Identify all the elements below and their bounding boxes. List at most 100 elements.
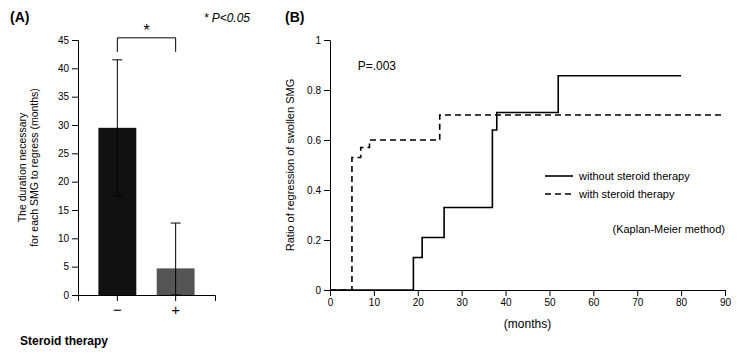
y-label-group: Ratio of regression of swollen SMG [284,79,296,251]
y-label: Ratio of regression of swollen SMG [284,79,296,251]
tick-mark [593,290,594,296]
lines [330,76,725,290]
tick: 15 [58,205,78,216]
error-bar [112,60,122,196]
x-label: (months) [504,317,551,331]
tick: 30 [58,120,78,131]
tick-label: 0.4 [307,185,321,196]
tick-mark [681,290,682,296]
tick-label: + [171,301,180,318]
legend-label: with steroid therapy [578,188,675,200]
tick-mark [725,290,726,296]
tick-mark [324,90,330,91]
tick-label: 40 [500,297,512,308]
tick: 0.6 [307,135,330,146]
tick-mark [637,290,638,296]
tick-mark [549,290,550,296]
tick-mark [506,290,507,296]
y-label-line: Ratio of regression of swollen SMG [284,79,296,251]
bars [98,60,194,295]
title: (A) [10,9,29,25]
legend-note: (Kaplan-Meier method) [613,223,726,235]
tick-mark [72,153,78,154]
axis-line [79,296,216,302]
tick-label: 10 [369,297,381,308]
y-axis: 0 5 10 15 20 25 30 35 40 45 [58,35,79,301]
legend: without steroid therapy with steroid ther… [545,170,725,235]
tick-mark [374,290,375,296]
tick: 0.2 [307,235,330,246]
tick-mark [72,40,78,41]
tick-mark [324,190,330,191]
y-label-group: The duration necessaryfor each SMG to re… [16,88,40,247]
tick: 10 [58,233,78,244]
tick-label: 25 [58,148,70,159]
x-axis: 0 10 20 30 40 50 60 70 80 90 [328,290,732,308]
axis-line [72,41,79,296]
tick-label: 20 [58,176,70,187]
tick-label: 30 [58,120,70,131]
significance-note: * P<0.05 [204,11,251,25]
tick: 30 [457,290,469,308]
tick-mark [462,290,463,296]
tick-mark [72,210,78,211]
y-label-line: for each SMG to regress (months) [28,88,40,247]
tick: 40 [500,290,512,308]
tick-mark [324,290,330,291]
tick-label: 0.8 [307,85,321,96]
tick: 0 [328,290,334,308]
tick-mark [72,125,78,126]
tick: 0.8 [307,85,330,96]
tick: + [171,295,180,318]
tick-label: 20 [413,297,425,308]
tick: 80 [676,290,688,308]
tick-mark [324,240,330,241]
tick: 50 [544,290,556,308]
tick: 25 [58,148,78,159]
tick-label: 15 [58,205,70,216]
tick-label: 50 [544,297,556,308]
tick: 10 [369,290,381,308]
p-value: P=.003 [358,59,397,73]
legend-swatch [545,175,573,177]
tick-mark [418,290,419,296]
tick: 20 [58,176,78,187]
tick-label: 10 [58,233,70,244]
tick-mark [72,238,78,239]
legend-label: without steroid therapy [578,170,690,182]
tick-label: 0 [328,297,334,308]
panel: 051015202530354045−+The duration necessa… [16,22,216,318]
tick: 0 [315,285,330,296]
tick-mark [330,290,331,296]
tick-mark [72,267,78,268]
tick: 0 [63,290,78,301]
x-axis: −+ [79,295,216,318]
series-line [330,115,725,290]
tick-label: 35 [58,91,70,102]
error-bar [171,223,181,295]
title: (B) [285,9,304,25]
tick: 20 [413,290,425,308]
y-label: The duration necessaryfor each SMG to re… [16,88,40,247]
tick-label: 1 [315,35,321,46]
tick-label: 45 [58,35,70,46]
y-axis: 0 0.2 0.4 0.6 0.8 1 [307,35,330,296]
tick: 60 [588,290,600,308]
tick-mark [72,295,78,296]
tick: 45 [58,35,78,46]
tick-mark [324,40,330,41]
tick: 1 [315,35,330,46]
tick: 0.4 [307,185,330,196]
tick: 40 [58,63,78,74]
tick-label: 70 [632,297,644,308]
tick-label: − [113,301,122,318]
tick-mark [72,68,78,69]
significance-bracket [117,38,175,52]
tick: 35 [58,91,78,102]
tick: − [113,295,122,318]
chart: 051015202530354045−+The duration necessa… [0,0,747,359]
tick: 90 [720,290,732,308]
tick: 5 [63,261,78,272]
tick-label: 0 [315,285,321,296]
tick-label: 0 [63,290,69,301]
